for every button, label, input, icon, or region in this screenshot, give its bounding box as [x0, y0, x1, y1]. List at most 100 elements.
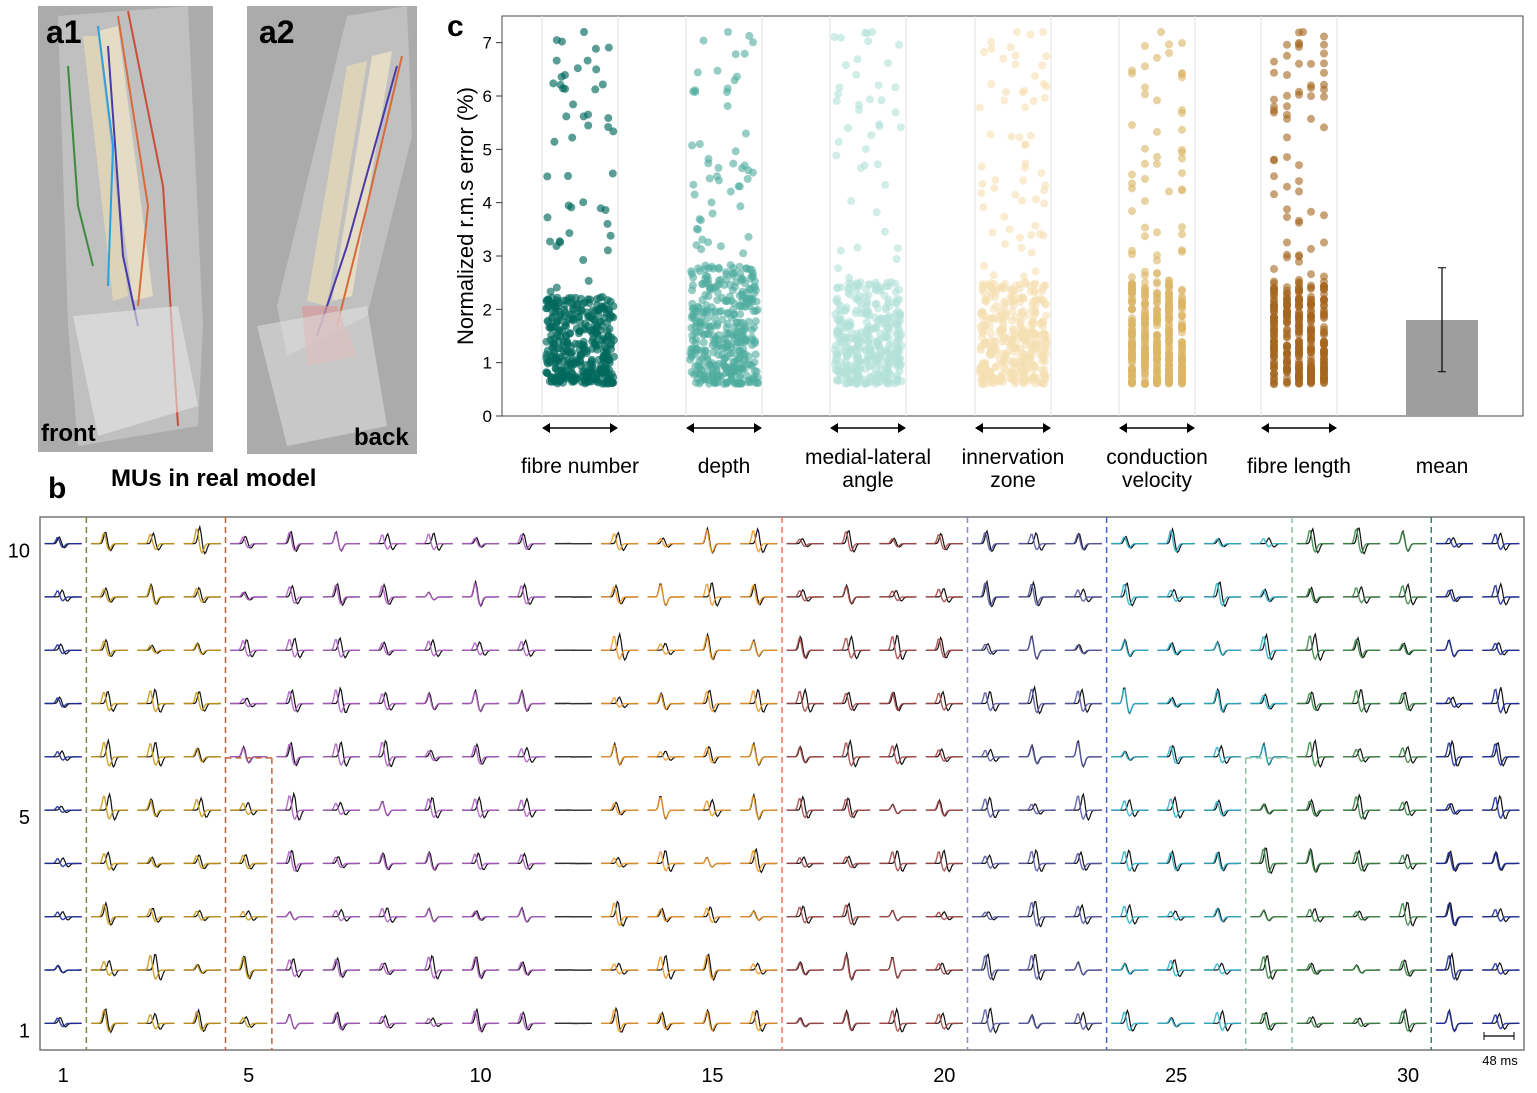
data-point — [1141, 271, 1149, 280]
data-point — [1021, 335, 1030, 344]
waveform-sim — [832, 904, 871, 926]
data-point — [1307, 369, 1315, 378]
data-point — [1283, 368, 1291, 377]
waveform-true — [508, 582, 546, 605]
data-point — [996, 311, 1004, 320]
data-point — [896, 123, 905, 132]
data-point — [1283, 299, 1291, 308]
waveform-sim — [786, 798, 824, 819]
data-point — [836, 368, 845, 377]
data-point — [556, 80, 565, 89]
data-point — [552, 56, 561, 65]
waveform-sim — [183, 528, 221, 555]
data-point — [1320, 32, 1328, 41]
waveform-true — [601, 962, 639, 975]
range-arrow-head — [686, 423, 694, 433]
waveform-true — [647, 850, 685, 873]
data-point — [1283, 318, 1291, 327]
waveform-sim — [693, 529, 731, 554]
waveform-true — [879, 691, 917, 712]
waveform-sim — [1064, 795, 1102, 821]
data-point — [891, 298, 900, 307]
waveform-true — [1204, 798, 1242, 817]
data-point — [695, 215, 704, 224]
waveform-column-31 — [1435, 536, 1474, 1033]
waveform-true — [508, 688, 546, 712]
waveform-true — [415, 638, 453, 658]
waveform-true — [1296, 962, 1334, 975]
waveform-sim — [415, 1018, 453, 1028]
data-point — [990, 345, 999, 354]
waveform-sim — [1296, 1016, 1334, 1028]
waveform-true — [693, 526, 731, 555]
waveform-sim — [1018, 850, 1056, 873]
waveform-sim — [91, 588, 129, 603]
data-point — [1141, 175, 1149, 183]
waveform-true — [1435, 1008, 1473, 1033]
waveform-true — [925, 588, 963, 603]
data-point — [1027, 231, 1036, 239]
waveform-true — [1111, 638, 1149, 658]
data-point — [855, 357, 864, 366]
data-point — [608, 169, 617, 178]
scatter-error-chart: 0 1 2 3 4 5 6 7 Normalized r.m.s error (%) fibre … — [453, 15, 1524, 492]
forearm-back-illustration — [247, 6, 417, 454]
waveform-sim — [1064, 962, 1102, 976]
waveform-true — [230, 697, 268, 708]
data-point — [1128, 356, 1136, 365]
data-point — [1128, 305, 1136, 314]
waveform-true — [369, 691, 407, 711]
data-point — [596, 293, 605, 302]
waveform-sim — [647, 797, 685, 820]
data-point — [699, 338, 708, 347]
data-point — [1283, 71, 1291, 79]
data-point — [1283, 238, 1291, 247]
data-point — [598, 80, 607, 89]
data-point — [708, 209, 717, 218]
waveform-sim — [415, 533, 453, 551]
data-point — [689, 370, 698, 379]
waveform-sim — [183, 692, 221, 712]
waveform-sim — [879, 804, 917, 815]
data-point — [1320, 238, 1328, 247]
data-point — [870, 351, 879, 360]
data-point — [1036, 229, 1045, 238]
waveform-true — [786, 635, 824, 659]
waveform-column-19 — [879, 537, 917, 1033]
waveform-sim — [508, 692, 546, 712]
data-point — [751, 286, 760, 295]
data-point — [986, 329, 995, 338]
waveform-true — [925, 1011, 963, 1031]
waveform-column-20 — [925, 532, 963, 1031]
data-point — [1178, 312, 1186, 321]
waveform-sim — [925, 911, 963, 921]
data-point — [1178, 371, 1186, 380]
waveform-sim — [1250, 910, 1288, 922]
data-point — [704, 238, 713, 247]
data-point — [585, 312, 593, 321]
waveform-sim — [693, 1011, 731, 1032]
data-point — [893, 376, 902, 384]
waveform-true — [462, 851, 500, 871]
waveform-sim — [1157, 1017, 1195, 1028]
data-point — [1011, 60, 1020, 69]
waveform-true — [1389, 529, 1427, 553]
waveform-true — [1111, 962, 1149, 975]
waveform-column-8 — [369, 532, 407, 1029]
data-point — [1270, 190, 1278, 199]
data-point — [836, 33, 845, 42]
waveform-true — [833, 855, 871, 869]
data-point — [697, 313, 706, 322]
data-point — [895, 366, 904, 375]
data-point — [836, 283, 845, 292]
data-point — [548, 293, 557, 302]
data-point — [1320, 85, 1328, 94]
waveform-sim — [693, 691, 731, 713]
waveform-true — [276, 637, 314, 659]
waveform-sim — [1018, 745, 1056, 765]
waveform-sim — [508, 534, 546, 551]
data-point — [876, 329, 884, 338]
waveform-true — [322, 741, 360, 768]
data-point — [694, 264, 703, 273]
data-point — [894, 285, 903, 294]
